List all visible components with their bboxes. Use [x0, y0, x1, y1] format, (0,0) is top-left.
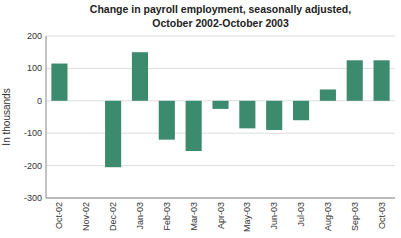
bar: [239, 101, 255, 129]
bar: [374, 60, 390, 101]
y-axis-line: [46, 36, 47, 198]
bar: [320, 89, 336, 100]
x-tick-label: Dec-02: [108, 202, 118, 231]
chart: -300 -200 -100 0 100 200 Oct-02 Nov-02 Dec-02 Jan…: [0, 0, 401, 238]
grid-line: [46, 198, 395, 199]
grid-line: [46, 165, 395, 166]
bar: [159, 101, 175, 140]
bar: [105, 101, 121, 167]
x-tick-label: Jan-03: [135, 202, 145, 230]
bar: [51, 64, 67, 101]
y-tick-label: 200: [27, 31, 42, 41]
x-tick-label: Jun-03: [269, 202, 279, 230]
bar: [132, 52, 148, 101]
bar: [186, 101, 202, 151]
x-tick-label: Oct-03: [377, 202, 387, 229]
x-tick-label: Sep-03: [350, 202, 360, 231]
bar: [347, 60, 363, 101]
x-axis-line: [46, 198, 395, 199]
x-tick-label: Aug-03: [323, 202, 333, 231]
y-tick-label: -100: [24, 128, 42, 138]
x-tick-label: Mar-03: [189, 202, 199, 231]
y-tick-label: -300: [24, 193, 42, 203]
y-tick-label: -200: [24, 161, 42, 171]
bar: [293, 101, 309, 120]
x-tick-label: Apr-03: [216, 202, 226, 229]
y-tick-label: 0: [37, 96, 42, 106]
grid-line: [46, 133, 395, 134]
bar: [212, 101, 228, 109]
grid-line: [46, 68, 395, 69]
y-tick-label: 100: [27, 63, 42, 73]
title: Change in payroll employment, seasonally…: [90, 3, 351, 15]
y-axis-label: In thousands: [1, 88, 12, 145]
x-tick-label: May-03: [242, 202, 252, 232]
x-tick-label: Nov-02: [81, 202, 91, 231]
x-tick-label: Jul-03: [296, 202, 306, 227]
chart-container: -300 -200 -100 0 100 200 Oct-02 Nov-02 Dec-02 Jan…: [0, 0, 401, 238]
subtitle: October 2002-October 2003: [152, 17, 289, 29]
bars: [51, 52, 389, 167]
grid-line: [46, 36, 395, 37]
bar: [266, 101, 282, 130]
bar: [78, 100, 94, 101]
x-tick-label: Oct-02: [54, 202, 64, 229]
x-tick-label: Feb-03: [162, 202, 172, 231]
